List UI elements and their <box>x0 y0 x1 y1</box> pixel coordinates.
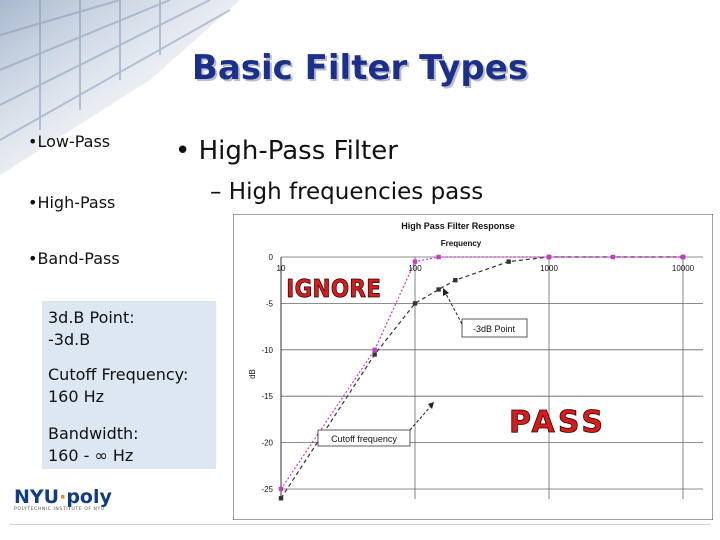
sidebar-item-low-pass: •Low-Pass <box>28 132 111 151</box>
series-black-point <box>436 287 441 292</box>
y-tick-label: -5 <box>266 299 274 308</box>
sidebar-item-band-pass: •Band-Pass <box>28 249 120 268</box>
series-magenta-point <box>680 254 686 260</box>
cutoff-arrowhead <box>428 402 434 409</box>
x-tick-label: 100 <box>408 264 422 273</box>
series-magenta-point <box>546 254 552 260</box>
minus-3db-point-box <box>461 318 528 338</box>
logo-wordmark: NYU·poly <box>14 486 112 508</box>
series-black-point <box>506 259 511 264</box>
bandwidth-text: Bandwidth: 160 - ∞ Hz <box>48 424 139 465</box>
series-magenta-point <box>278 486 284 492</box>
minus-3db-point-label: -3dB Point <box>473 324 516 334</box>
x-tick-label: 10 <box>277 264 286 273</box>
y-axis-label: dB <box>248 369 257 379</box>
high-pass-response-chart: High Pass Filter Response Frequency dB 0… <box>233 214 713 520</box>
series-black-point <box>372 352 377 357</box>
minus-3db-arrow <box>444 291 463 325</box>
series-magenta-point <box>436 254 441 260</box>
db-point-text: 3d.B Point: -3d.B <box>48 308 135 349</box>
x-tick-label: 10000 <box>672 264 695 273</box>
logo-tagline: POLYTECHNIC INSTITUTE OF NYU <box>14 507 105 512</box>
logo-dot: · <box>59 486 67 508</box>
sidebar-item-high-pass: •High-Pass <box>28 193 116 212</box>
series-black-point <box>278 496 284 501</box>
sub-bullet: – High frequencies pass <box>210 179 484 205</box>
series-magenta-point <box>372 347 377 352</box>
y-tick-label: -20 <box>261 439 273 448</box>
cutoff-frequency-label: Cutoff frequency <box>331 434 397 444</box>
chart-title: High Pass Filter Response <box>401 221 515 231</box>
logo-name-b: poly <box>66 486 112 508</box>
minus-3db-arrowhead <box>443 288 449 296</box>
chart-frame <box>233 214 713 520</box>
series-magenta-point <box>412 259 418 264</box>
y-tick-label: -25 <box>261 485 273 494</box>
page-title: Basic Filter Types <box>191 48 529 88</box>
info-box <box>42 301 216 469</box>
y-tick-label: -15 <box>261 392 273 401</box>
series-black-point <box>412 301 418 306</box>
cutoff-arrow <box>409 405 432 431</box>
cutoff-frequency-text: Cutoff Frequency: 160 Hz <box>48 365 189 406</box>
y-tick-label: -10 <box>261 346 273 355</box>
x-tick-label: 1000 <box>540 264 558 273</box>
logo-name-a: NYU <box>14 486 60 508</box>
ignore-annotation: IGNORE <box>286 274 381 303</box>
nyu-poly-logo: NYU·poly POLYTECHNIC INSTITUTE OF NYU <box>14 486 112 512</box>
series-magenta-point <box>610 254 616 260</box>
main-bullet: • High-Pass Filter <box>175 136 398 166</box>
x-axis-label: Frequency <box>441 239 482 248</box>
bottom-divider <box>10 524 710 525</box>
series-black-line <box>280 256 683 499</box>
cutoff-frequency-box <box>317 429 411 447</box>
series-black-point <box>453 278 458 283</box>
y-tick-label: 0 <box>269 253 274 262</box>
